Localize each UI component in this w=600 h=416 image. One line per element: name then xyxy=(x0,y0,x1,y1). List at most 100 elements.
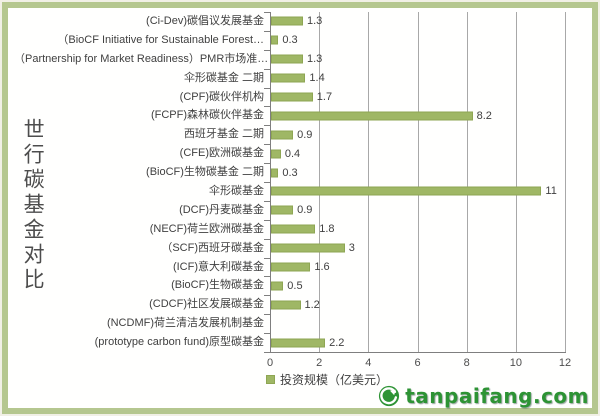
category-label: (ICF)意大利碳基金 xyxy=(172,260,264,273)
axis-tick xyxy=(264,30,270,32)
bar xyxy=(271,54,303,64)
gridline xyxy=(466,12,468,352)
axis-tick xyxy=(264,295,270,297)
bar xyxy=(271,205,294,215)
bar xyxy=(271,168,279,178)
x-tick-label: 6 xyxy=(414,357,421,369)
gridline xyxy=(368,12,370,352)
legend-label: 投资规模（亿美元） xyxy=(280,373,389,387)
category-label: (CFE)欧洲碳基金 xyxy=(179,147,264,160)
watermark: tanpaifang.com xyxy=(378,384,589,408)
axis-tick xyxy=(264,87,270,89)
axis-tick xyxy=(264,12,270,13)
x-axis-labels: 0 2 4 6 8 10 12 xyxy=(266,357,571,371)
bar xyxy=(271,149,281,159)
value-label: 1.2 xyxy=(304,298,320,311)
value-label: 1.6 xyxy=(314,261,330,274)
legend: 投资规模（亿美元） xyxy=(266,371,388,388)
category-label: (CDCF)社区发展碳基金 xyxy=(149,298,264,311)
x-tick-label: 12 xyxy=(558,357,572,369)
bar-track xyxy=(270,314,591,333)
bar-track: 0.9 xyxy=(270,125,591,144)
chart-row: （SCF)西班牙碳基金 3 xyxy=(14,239,591,258)
category-label: (prototype carbon fund)原型碳基金 xyxy=(94,336,264,349)
bar xyxy=(271,262,311,272)
x-tick-label: 10 xyxy=(509,357,522,369)
bar xyxy=(271,35,279,45)
bar xyxy=(271,243,345,253)
value-label: 11 xyxy=(545,185,557,198)
value-label: 8.2 xyxy=(476,109,492,122)
axis-tick xyxy=(264,200,270,202)
category-label: （Partnership for Market Readiness）PMR市场准… xyxy=(14,52,269,65)
bar-rows: (Ci-Dev)碳倡议发展基金 1.3 （BioCF Initiative for … xyxy=(14,12,591,352)
bar-track: 1.4 xyxy=(270,69,591,88)
bar xyxy=(271,224,316,234)
plot-area: (Ci-Dev)碳倡议发展基金 1.3 （BioCF Initiative for … xyxy=(14,12,591,369)
bar-track: 3 xyxy=(270,239,591,258)
chart-row: (CDCF)社区发展碳基金 1.2 xyxy=(14,295,591,314)
gridline xyxy=(565,12,566,352)
axis-tick xyxy=(264,163,270,165)
category-axis-line xyxy=(270,12,271,352)
category-label: （BioCF Initiative for Sustainable Forest… xyxy=(57,33,264,46)
chart-title: 世行碳基金对比 xyxy=(21,118,45,293)
chart-row: 西班牙基金 二期 0.9 xyxy=(14,125,591,144)
category-label: (NECF)荷兰欧洲碳基金 xyxy=(149,222,264,235)
category-label: （SCF)西班牙碳基金 xyxy=(161,241,264,254)
chart-row: (BioCF)生物碳基金 二期 0.3 xyxy=(14,163,591,182)
value-label: 2.2 xyxy=(329,336,345,349)
bar-track: 0.4 xyxy=(270,144,591,163)
value-label: 1.8 xyxy=(319,223,335,236)
category-label: (CPF)碳伙伴机构 xyxy=(179,90,264,103)
category-label: (BioCF)生物碳基金 二期 xyxy=(146,166,264,179)
chart-row: (DCF)丹麦碳基金 0.9 xyxy=(14,201,591,220)
legend-swatch-icon xyxy=(266,375,275,384)
bar xyxy=(271,111,473,121)
category-label: (DCF)丹麦碳基金 xyxy=(179,203,264,216)
value-label: 0.9 xyxy=(297,204,313,217)
axis-tick xyxy=(264,106,270,108)
bar xyxy=(271,338,326,348)
x-axis-line xyxy=(270,352,566,353)
chart-row: (BioCF)生物碳基金 0.5 xyxy=(14,276,591,295)
bar-track: 1.7 xyxy=(270,88,591,107)
axis-tick xyxy=(264,182,270,183)
category-label: (FCPF)森林碳伙伴基金 xyxy=(150,109,264,122)
chart-row: (CPF)碳伙伴机构 1.7 xyxy=(14,88,591,107)
chart-row: (prototype carbon fund)原型碳基金 2.2 xyxy=(14,333,591,352)
axis-tick xyxy=(264,219,270,221)
bar xyxy=(271,130,294,140)
axis-tick xyxy=(264,238,270,240)
chart-row: (NECF)荷兰欧洲碳基金 1.8 xyxy=(14,220,591,239)
value-label: 0.5 xyxy=(287,279,303,292)
bar-track: 1.2 xyxy=(270,295,591,314)
value-label: 0.4 xyxy=(284,147,301,160)
axis-tick xyxy=(264,49,270,51)
gridline xyxy=(319,12,321,352)
axis-tick xyxy=(264,144,270,146)
x-tick-label: 0 xyxy=(266,357,274,369)
axis-tick xyxy=(264,314,270,316)
category-label: 伞形碳基金 二期 xyxy=(183,71,264,84)
chart-row: (ICF)意大利碳基金 1.6 xyxy=(14,258,591,277)
value-label: 1.3 xyxy=(306,53,323,66)
watermark-text: tanpaifang.com xyxy=(405,384,589,408)
bar-track: 2.2 xyxy=(270,333,591,352)
value-label: 1.4 xyxy=(309,72,325,85)
chart-row: (Ci-Dev)碳倡议发展基金 1.3 xyxy=(14,12,591,31)
grid-layer xyxy=(264,12,566,353)
value-label: 0.3 xyxy=(282,166,298,179)
bar-track: 1.8 xyxy=(270,220,591,239)
bar-track: 8.2 xyxy=(270,106,591,125)
gridline xyxy=(417,12,419,352)
chart-row: (NCDMF)荷兰清洁发展机制基金 xyxy=(14,314,591,333)
value-label: 1.3 xyxy=(306,15,323,28)
value-label: 3 xyxy=(348,242,355,255)
bar-track: 0.3 xyxy=(270,31,591,50)
axis-tick xyxy=(264,276,270,278)
bar xyxy=(271,73,306,83)
axis-tick xyxy=(264,257,270,259)
chart-row: 伞形碳基金 11 xyxy=(14,182,591,201)
